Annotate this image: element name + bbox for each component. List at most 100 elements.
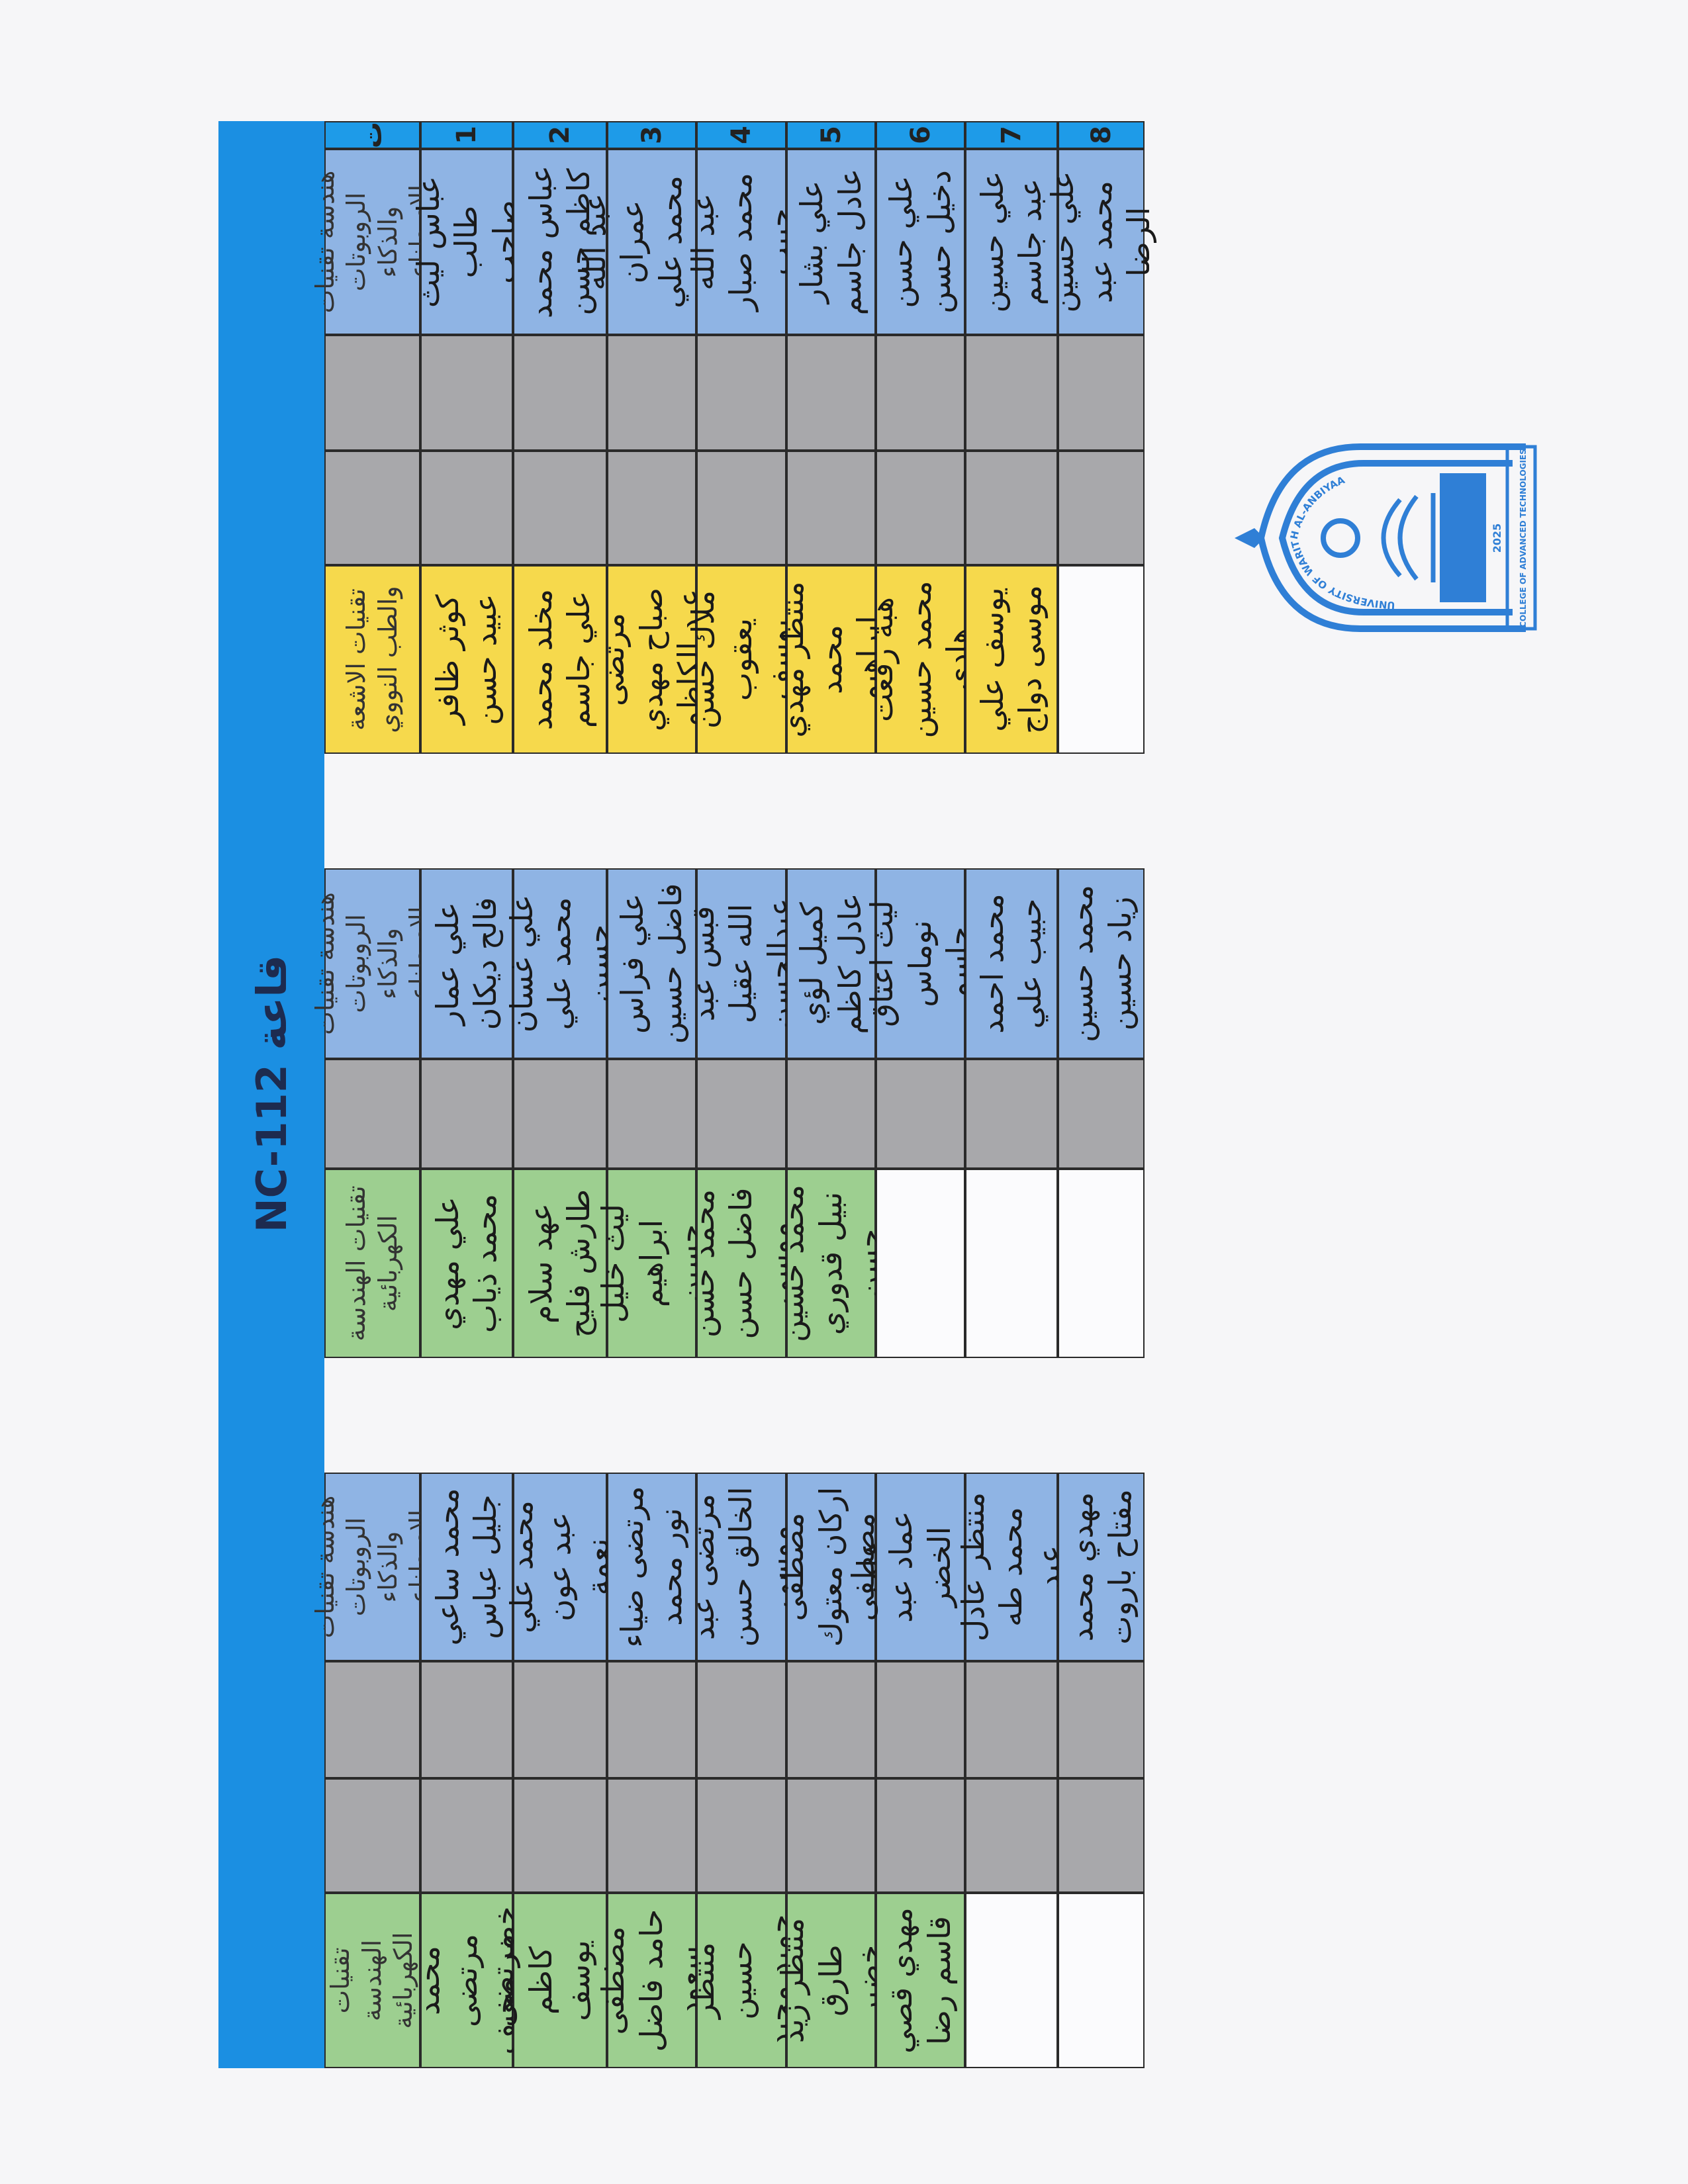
student-name-cell: منتظر زيد طارق خضير	[774, 1893, 886, 2068]
student-name-cell: مرتضى كاظم يوسف هاتف	[485, 1893, 635, 2068]
spacer-column	[696, 1358, 786, 1473]
empty-cell	[1058, 565, 1145, 754]
gray-cell	[1058, 1778, 1145, 1893]
logo-college-text: COLLEGE OF ADVANCED TECHNOLOGIES	[1519, 449, 1528, 627]
student-name-cell: علي حسن دخيل حسن	[876, 149, 965, 335]
student-name-cell: مرتضى ضياء نور محمد	[607, 1473, 696, 1661]
student-name-cell: مهدي محمد مفتاح باروت	[1058, 1473, 1145, 1661]
spacer-column	[607, 1358, 696, 1473]
student-name-cell: ليث اعتاق نوماس جاسم	[864, 868, 976, 1059]
logo-year: 2025	[1491, 523, 1503, 553]
gray-cell	[876, 451, 965, 565]
student-name-cell: مصطفى عماد عبد الخضر حسين	[845, 1473, 995, 1661]
row-number: 3	[607, 121, 696, 149]
spacer-column	[420, 754, 513, 868]
student-name-cell: منتظر حسين حميد مجيد	[685, 1893, 797, 2068]
student-name-cell: علي غسان محمد علي حسين	[504, 868, 616, 1059]
gray-cell	[696, 451, 786, 565]
table-grid: تقنيات الهندسة الكهربائية محمد مرتضى خضر …	[310, 121, 1156, 2068]
gray-cell	[696, 1059, 786, 1169]
gray-header-cell	[324, 335, 420, 451]
spacer-column	[876, 1358, 965, 1473]
student-name-cell: يوسف علي موسى دواج	[965, 565, 1058, 754]
row-number: 8	[1058, 121, 1145, 149]
student-name-cell: منتظر مهدي محمد ابراهيم	[774, 565, 886, 754]
empty-cell	[965, 1893, 1058, 2068]
department-header: هندسة تقنيات الروبوتات والذكاء الاصطناعي	[310, 1473, 434, 1661]
spacer-column	[696, 754, 786, 868]
spacer-column	[786, 1358, 876, 1473]
gray-cell	[420, 1778, 513, 1893]
gray-cell	[965, 1059, 1058, 1169]
gray-cell	[965, 335, 1058, 451]
gray-header-cell	[324, 1778, 420, 1893]
student-name-cell: عهد سلام طارش فليح	[513, 1169, 607, 1358]
gray-cell	[420, 451, 513, 565]
spacer-column	[513, 1358, 607, 1473]
student-name-cell: عبد الله عمران محمد علي محمد حسين	[577, 149, 726, 335]
spacer-column	[324, 754, 420, 868]
gray-cell	[420, 335, 513, 451]
student-name-cell: كميل لؤي عادل كاظم	[786, 868, 876, 1059]
student-name-cell: قبس عبد الله عقيل عبدالحسن	[685, 868, 797, 1059]
row-number: 7	[965, 121, 1058, 149]
gray-cell	[876, 1778, 965, 1893]
gray-cell	[513, 1059, 607, 1169]
spacer-column	[1058, 1358, 1145, 1473]
student-name-cell: منتظر عادل محمد طه عبد	[955, 1473, 1067, 1661]
gray-cell	[876, 1059, 965, 1169]
gray-cell	[876, 1661, 965, 1778]
student-name-cell: كوثر ظافر عبيد حسن	[420, 565, 513, 754]
gray-cell	[696, 1661, 786, 1778]
gray-cell	[607, 1059, 696, 1169]
gray-cell	[696, 335, 786, 451]
gray-cell	[513, 451, 607, 565]
row-number: 4	[696, 121, 786, 149]
spacer-column	[965, 754, 1058, 868]
department-header: تقنيات الاشعة والطب النووي	[324, 565, 420, 754]
student-name-cell: علي فراس فاضل حسين	[607, 868, 696, 1059]
student-name-cell: محمد حسين زياد حسين	[1058, 868, 1145, 1059]
student-name-cell: عبد الله محمد صبار حبيب	[685, 149, 797, 335]
spacer-column	[876, 754, 965, 868]
gray-cell	[1058, 335, 1145, 451]
empty-cell	[876, 1169, 965, 1358]
department-header: تقنيات الهندسة الكهربائية	[324, 1169, 420, 1358]
student-name-cell: محمد حسن فاضل حسن موسى	[685, 1169, 797, 1358]
student-name-cell: محمد احمد حبيب علي	[965, 868, 1058, 1059]
gray-cell	[786, 1661, 876, 1778]
empty-cell	[965, 1169, 1058, 1358]
gray-cell	[607, 451, 696, 565]
spacer-column	[324, 1358, 420, 1473]
student-name-cell: هبة رفعت محمد حسين هادي	[864, 565, 976, 754]
gray-cell	[1058, 1059, 1145, 1169]
spacer-column	[607, 754, 696, 868]
student-name-cell: محمد حسين نبيل قدوري حسن	[774, 1169, 886, 1358]
gray-cell	[607, 1661, 696, 1778]
empty-cell	[1058, 1169, 1145, 1358]
gray-cell	[607, 335, 696, 451]
gray-cell	[513, 1661, 607, 1778]
university-logo-icon: UNIVERSITY OF WARITH AL-ANBIYAA 2025 COL…	[1235, 443, 1537, 632]
gray-cell	[513, 335, 607, 451]
gray-cell	[420, 1059, 513, 1169]
gray-cell	[786, 1059, 876, 1169]
department-header: تقنيات الهندسة الكهربائية	[324, 1893, 420, 2068]
student-name-cell: محمد علي عبد عون نعمة	[504, 1473, 616, 1661]
student-name-cell: ليث خليل ابراهيم حسين	[595, 1169, 707, 1358]
gray-cell	[420, 1661, 513, 1778]
student-name-cell: عباس ليث طالب صاحب	[410, 149, 522, 335]
row-number: 6	[876, 121, 965, 149]
row-number: 5	[786, 121, 876, 149]
student-name-cell: ملاك حسن يعقوب يوسف	[685, 565, 797, 754]
gray-cell	[1058, 451, 1145, 565]
gray-cell	[965, 451, 1058, 565]
gray-cell	[786, 1778, 876, 1893]
seating-table: قاعة NC-112 تقنيات الهندسة الكهربائية محم…	[218, 121, 1156, 2068]
university-logo: UNIVERSITY OF WARITH AL-ANBIYAA 2025 COL…	[1235, 433, 1539, 642]
department-header: هندسة تقنيات الروبوتات والذكاء الاصطناعي	[310, 149, 434, 335]
spacer-column	[1058, 754, 1145, 868]
title-bar: قاعة NC-112	[218, 121, 324, 2068]
gray-cell	[696, 1778, 786, 1893]
index-header: ت	[324, 121, 420, 149]
